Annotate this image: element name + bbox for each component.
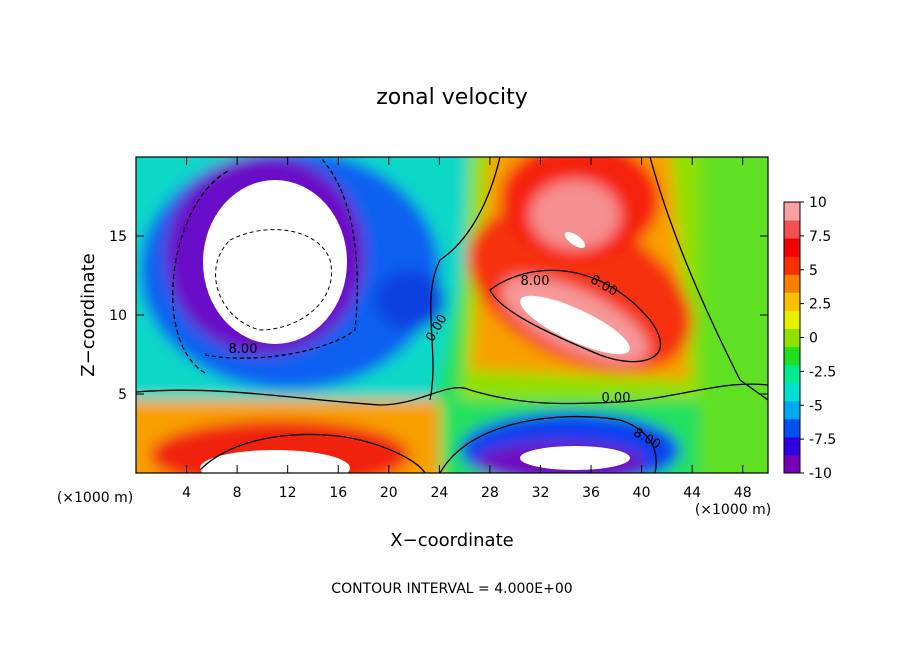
contour-label: 8.00: [521, 274, 550, 289]
colorbar-tick-label: 0: [809, 331, 818, 347]
colorbar-tick-label: 2.5: [809, 297, 831, 313]
contour-label: 8.00: [229, 342, 258, 357]
y-tick-label: 10: [109, 308, 127, 324]
colorbar-tick-label: 5: [809, 263, 818, 279]
colorbar-band: [784, 364, 800, 384]
colorbar-band: [784, 346, 800, 366]
colorbar-band: [784, 238, 800, 257]
x-unit-label: (×1000 m): [57, 490, 133, 506]
colorbar-band: [784, 454, 800, 474]
x-tick-label: 24: [430, 485, 448, 501]
y-tick-label: 5: [118, 387, 127, 403]
colorbar-band: [784, 328, 800, 348]
annotation: CONTOUR INTERVAL = 4.000E+00: [331, 581, 572, 597]
colorbar-band: [784, 382, 800, 402]
colorbar-tick-label: -2.5: [809, 364, 836, 380]
x-axis-label: X−coordinate: [390, 530, 513, 551]
colorbar-tick-label: 10: [809, 195, 827, 211]
x-tick-label: 40: [633, 485, 651, 501]
x-tick-label: 28: [481, 485, 499, 501]
chart-title: zonal velocity: [376, 85, 528, 110]
x-tick-label: 36: [582, 485, 600, 501]
colorbar-band: [784, 436, 800, 456]
x-tick-label: 44: [683, 485, 701, 501]
colorbar-band: [784, 274, 800, 293]
contour-field: 8.008.00 8.000.000.008.00: [136, 157, 768, 473]
x-tick-label: 12: [279, 485, 297, 501]
colorbar-band: [784, 202, 800, 221]
x-tick-label: 8: [233, 485, 242, 501]
colorbar-tick-label: -10: [809, 466, 832, 482]
colorbar-band: [784, 400, 800, 420]
x-unit-label: (×1000 m): [695, 502, 771, 518]
colorbar-band: [784, 292, 800, 311]
x-tick-label: 20: [380, 485, 398, 501]
x-tick-label: 48: [734, 485, 752, 501]
y-tick-label: 15: [109, 229, 127, 245]
colorbar-band: [784, 418, 800, 438]
colorbar-tick-label: -5: [809, 398, 823, 414]
colorbar-band: [784, 256, 800, 275]
x-tick-label: 32: [532, 485, 550, 501]
contour-label: 0.00: [602, 391, 631, 406]
y-axis-label: Z−coordinate: [78, 253, 99, 376]
x-tick-label: 16: [329, 485, 347, 501]
colorbar-tick-label: 7.5: [809, 229, 831, 245]
colorbar-band: [784, 310, 800, 329]
colorbar-tick-label: -7.5: [809, 432, 836, 448]
colorbar-band: [784, 220, 800, 239]
x-tick-label: 4: [182, 485, 191, 501]
